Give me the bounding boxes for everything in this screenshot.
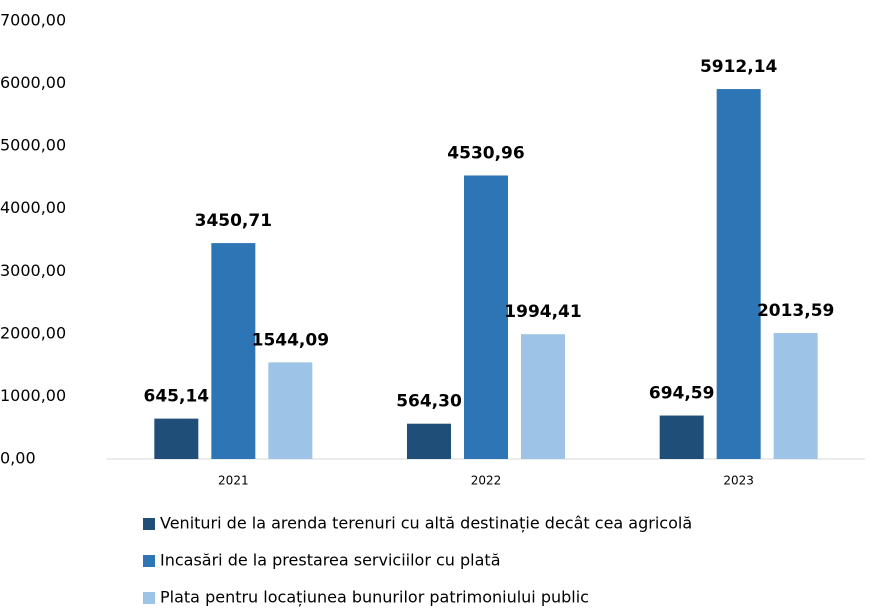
legend-swatch <box>143 555 155 567</box>
legend-swatch <box>143 518 155 530</box>
value-label: 694,59 <box>649 384 715 404</box>
y-tick-label: 5000,00 <box>0 136 66 155</box>
legend-label: Venituri de la arenda terenuri cu altă d… <box>160 514 692 533</box>
bar <box>521 334 565 459</box>
legend-swatch <box>143 592 155 604</box>
bar <box>407 423 451 459</box>
value-label: 645,14 <box>144 387 210 407</box>
y-tick-label: 1000,00 <box>0 386 66 405</box>
y-tick-label: 3000,00 <box>0 261 66 280</box>
legend-label: Plata pentru locațiunea bunurilor patrim… <box>160 588 589 607</box>
legend-label: Incasări de la prestarea serviciilor cu … <box>160 551 501 570</box>
value-label: 1544,09 <box>252 330 329 350</box>
bar <box>268 362 313 459</box>
x-tick-label: 2023 <box>723 474 754 488</box>
bar <box>154 418 199 459</box>
y-tick-label: 4000,00 <box>0 198 66 217</box>
bar <box>211 243 256 459</box>
value-label: 2013,59 <box>757 301 834 321</box>
y-tick-label: 6000,00 <box>0 73 66 92</box>
x-tick-label: 2022 <box>471 474 502 488</box>
y-tick-label: 2000,00 <box>0 323 66 342</box>
value-label: 3450,71 <box>195 211 272 231</box>
value-label: 4530,96 <box>447 143 524 163</box>
value-label: 1994,41 <box>504 302 581 322</box>
value-label: 564,30 <box>396 392 462 412</box>
x-tick-label: 2021 <box>218 474 249 488</box>
bar <box>464 175 508 459</box>
y-tick-label: 7000,00 <box>0 11 66 30</box>
bar <box>659 415 704 459</box>
bar <box>773 333 818 459</box>
bar <box>716 89 761 459</box>
value-label: 5912,14 <box>700 57 778 77</box>
y-tick-label: 0,00 <box>0 449 36 468</box>
